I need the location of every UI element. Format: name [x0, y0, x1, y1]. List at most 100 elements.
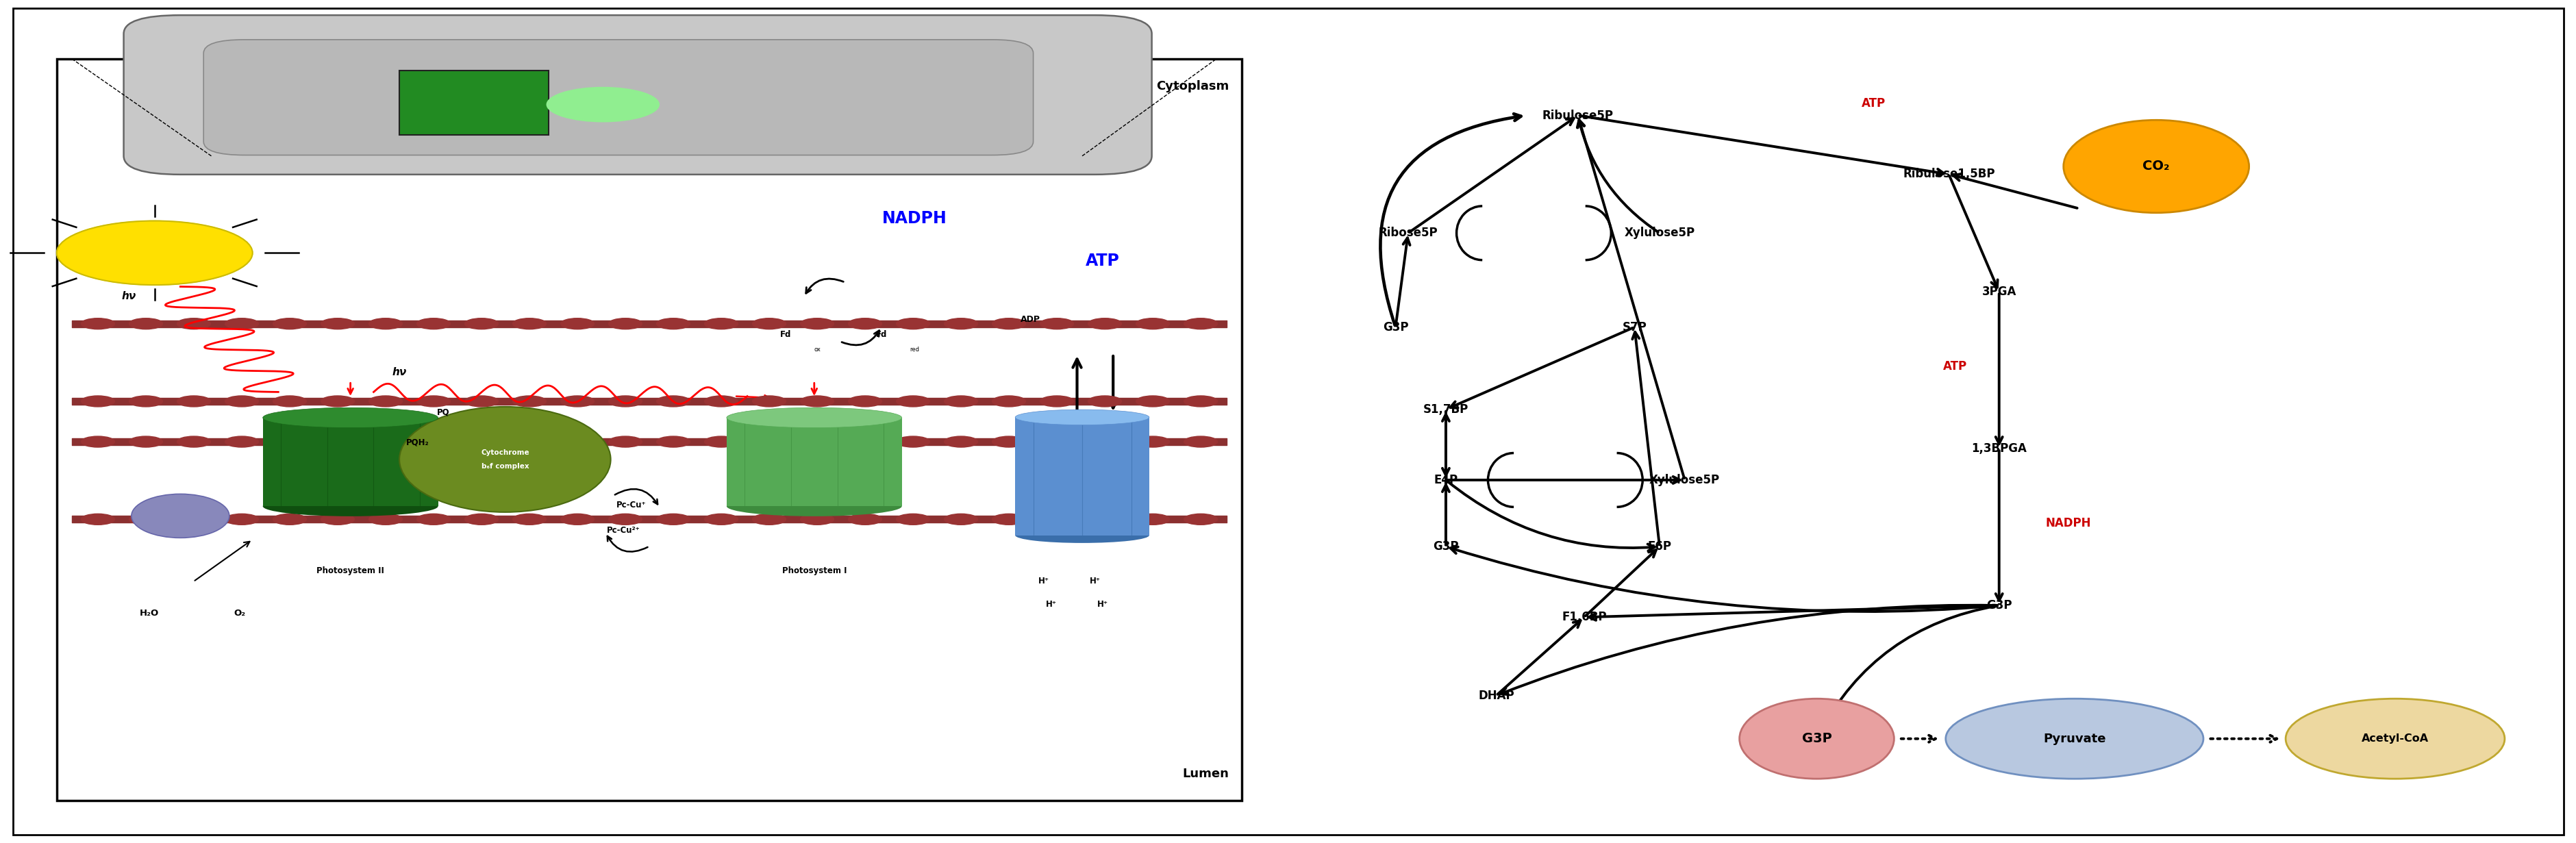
FancyBboxPatch shape: [13, 8, 2563, 835]
FancyBboxPatch shape: [57, 59, 1242, 801]
Text: Ribose5P: Ribose5P: [1378, 227, 1437, 239]
Circle shape: [417, 437, 451, 447]
Text: O₂: O₂: [234, 609, 245, 617]
Text: ox: ox: [814, 346, 822, 352]
Circle shape: [703, 396, 737, 407]
Circle shape: [129, 396, 162, 407]
Circle shape: [417, 396, 451, 407]
Circle shape: [562, 437, 595, 447]
Circle shape: [896, 396, 930, 407]
FancyBboxPatch shape: [1015, 417, 1149, 535]
Circle shape: [608, 396, 641, 407]
Circle shape: [273, 513, 307, 524]
Circle shape: [896, 513, 930, 524]
Ellipse shape: [1015, 528, 1149, 543]
Text: CO₂: CO₂: [2143, 160, 2169, 173]
Circle shape: [224, 513, 258, 524]
Circle shape: [992, 513, 1025, 524]
Circle shape: [464, 396, 497, 407]
Text: Fd: Fd: [876, 330, 886, 339]
Ellipse shape: [546, 87, 659, 122]
Circle shape: [129, 437, 162, 447]
Circle shape: [801, 319, 835, 330]
Ellipse shape: [131, 494, 229, 538]
Circle shape: [57, 221, 252, 285]
Text: Cytochrome: Cytochrome: [482, 449, 528, 456]
Circle shape: [992, 396, 1025, 407]
Circle shape: [129, 513, 162, 524]
Circle shape: [513, 513, 546, 524]
Text: hν: hν: [392, 367, 407, 377]
Circle shape: [368, 319, 402, 330]
Text: ATP: ATP: [1084, 253, 1121, 269]
Circle shape: [322, 319, 355, 330]
Ellipse shape: [1015, 410, 1149, 425]
Circle shape: [322, 396, 355, 407]
Text: E4P: E4P: [1432, 474, 1458, 486]
Text: Pc-Cu²⁺: Pc-Cu²⁺: [608, 526, 639, 534]
Text: Lumen: Lumen: [1182, 767, 1229, 780]
Circle shape: [1182, 396, 1216, 407]
Circle shape: [801, 513, 835, 524]
Circle shape: [273, 396, 307, 407]
Text: Photosystem II: Photosystem II: [317, 566, 384, 576]
Circle shape: [368, 396, 402, 407]
Text: F6P: F6P: [1646, 540, 1672, 553]
Circle shape: [82, 396, 113, 407]
Ellipse shape: [399, 407, 611, 512]
Circle shape: [1182, 513, 1216, 524]
Circle shape: [322, 437, 355, 447]
Text: PQH₂: PQH₂: [407, 438, 428, 447]
Circle shape: [801, 396, 835, 407]
Text: NADPH: NADPH: [881, 211, 948, 227]
Ellipse shape: [1739, 699, 1893, 779]
Text: b₆f complex: b₆f complex: [482, 463, 528, 470]
Circle shape: [943, 319, 976, 330]
Circle shape: [178, 396, 211, 407]
Circle shape: [224, 319, 258, 330]
Circle shape: [368, 437, 402, 447]
Circle shape: [464, 319, 497, 330]
Text: Cytoplasm: Cytoplasm: [1157, 80, 1229, 93]
Circle shape: [657, 319, 690, 330]
Circle shape: [752, 513, 786, 524]
Circle shape: [752, 396, 786, 407]
Text: ATP: ATP: [1860, 98, 1886, 110]
Text: Acetyl-CoA: Acetyl-CoA: [2362, 733, 2429, 744]
Circle shape: [1182, 437, 1216, 447]
Text: ADP: ADP: [1020, 315, 1041, 324]
Circle shape: [82, 437, 113, 447]
Circle shape: [513, 437, 546, 447]
Text: Ribulose5P: Ribulose5P: [1543, 110, 1613, 121]
Circle shape: [562, 513, 595, 524]
Circle shape: [608, 319, 641, 330]
Circle shape: [464, 513, 497, 524]
Circle shape: [464, 437, 497, 447]
Circle shape: [273, 319, 307, 330]
Ellipse shape: [1945, 699, 2202, 779]
Circle shape: [562, 396, 595, 407]
Text: NADPH: NADPH: [2045, 517, 2092, 529]
Text: Xylulose5P: Xylulose5P: [1623, 227, 1695, 239]
Circle shape: [1136, 513, 1170, 524]
Circle shape: [992, 319, 1025, 330]
Circle shape: [752, 437, 786, 447]
Circle shape: [1041, 437, 1074, 447]
Circle shape: [752, 319, 786, 330]
Text: G3P: G3P: [1801, 733, 1832, 745]
Ellipse shape: [263, 408, 438, 427]
Text: H⁺: H⁺: [1046, 600, 1056, 609]
Circle shape: [224, 437, 258, 447]
Text: F1,6BP: F1,6BP: [1561, 611, 1607, 623]
Circle shape: [943, 513, 976, 524]
Circle shape: [129, 319, 162, 330]
Circle shape: [992, 437, 1025, 447]
Text: ATP: ATP: [1942, 360, 1965, 373]
Text: H⁺: H⁺: [1038, 577, 1048, 585]
Circle shape: [801, 437, 835, 447]
Circle shape: [1182, 319, 1216, 330]
Circle shape: [1136, 319, 1170, 330]
Circle shape: [657, 396, 690, 407]
Circle shape: [608, 513, 641, 524]
Circle shape: [82, 319, 113, 330]
